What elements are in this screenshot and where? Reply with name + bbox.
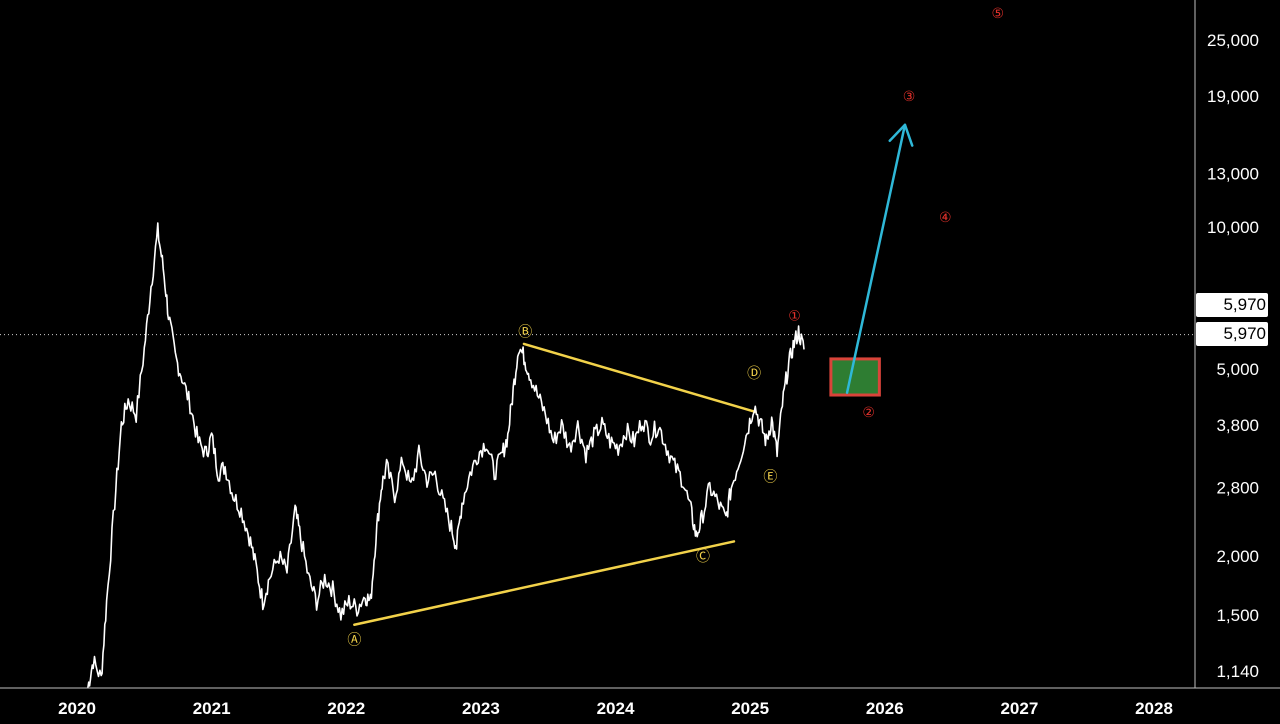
x-tick-label: 2027 (1000, 699, 1038, 718)
wave-label-impulse: ④ (939, 210, 952, 226)
y-tick-label: 1,140 (1216, 662, 1259, 681)
price-series (87, 222, 805, 689)
triangle-trendline (353, 540, 736, 627)
wave-label-impulse: ① (788, 308, 801, 324)
projection-arrow-shaft (845, 123, 907, 394)
y-tick-label: 2,000 (1216, 547, 1259, 566)
price-line (87, 222, 805, 689)
y-tick-label: 25,000 (1207, 31, 1259, 50)
x-tick-label: 2028 (1135, 699, 1173, 718)
x-tick-label: 2022 (327, 699, 365, 718)
y-tick-label: 3,800 (1216, 416, 1259, 435)
wave-label-abcde: Ⓑ (518, 325, 532, 341)
wave-label-impulse: ③ (903, 89, 916, 105)
trendlines (353, 342, 757, 627)
y-tick-label: 1,500 (1216, 606, 1259, 625)
wave-label-impulse: ⑤ (992, 6, 1005, 22)
wave-label-abcde: Ⓔ (763, 470, 777, 486)
target-zone (829, 357, 881, 397)
wave-label-abcde: Ⓒ (696, 549, 710, 565)
buy-zone-box (829, 357, 881, 397)
wave-label-abcde: Ⓐ (347, 633, 361, 649)
wave-label-abcde: Ⓓ (747, 366, 761, 382)
price-label-last: 5,970 (1196, 293, 1268, 317)
y-tick-label: 5,000 (1216, 360, 1259, 379)
y-tick-label: 2,800 (1216, 478, 1259, 497)
projection-arrow (845, 123, 914, 394)
wave-label-impulse: ② (862, 405, 875, 421)
wave-labels: Ⓐ Ⓑ Ⓒ Ⓓ Ⓔ ① ② ③ ④ ⑤ (347, 6, 1004, 648)
y-tick-label: 19,000 (1207, 87, 1259, 106)
x-tick-label: 2025 (731, 699, 769, 718)
price-label-close: 5,970 (1196, 322, 1268, 346)
triangle-trendline (522, 342, 757, 414)
x-tick-label: 2026 (866, 699, 904, 718)
y-tick-label: 13,000 (1207, 165, 1259, 184)
x-tick-label: 2020 (58, 699, 96, 718)
x-tick-label: 2023 (462, 699, 500, 718)
x-tick-label: 2021 (193, 699, 231, 718)
x-tick-label: 2024 (597, 699, 635, 718)
projection-arrow-head (888, 123, 914, 147)
y-tick-label: 10,000 (1207, 218, 1259, 237)
